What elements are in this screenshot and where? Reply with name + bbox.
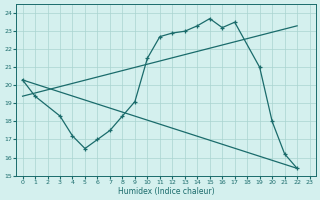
X-axis label: Humidex (Indice chaleur): Humidex (Indice chaleur): [118, 187, 214, 196]
